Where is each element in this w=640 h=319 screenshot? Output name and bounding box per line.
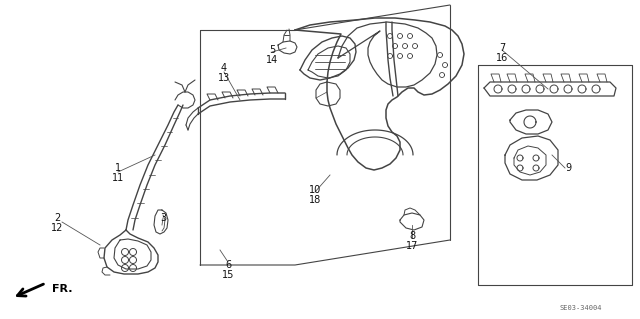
Text: 17: 17 xyxy=(406,241,418,251)
Text: 2: 2 xyxy=(54,213,60,223)
Text: 12: 12 xyxy=(51,223,63,233)
Text: 16: 16 xyxy=(496,53,508,63)
Text: 4: 4 xyxy=(221,63,227,73)
Text: 18: 18 xyxy=(309,195,321,205)
Text: 15: 15 xyxy=(222,270,234,280)
Text: 13: 13 xyxy=(218,73,230,83)
Text: 10: 10 xyxy=(309,185,321,195)
Text: FR.: FR. xyxy=(52,284,72,294)
Text: 8: 8 xyxy=(409,231,415,241)
Text: 7: 7 xyxy=(499,43,505,53)
Text: 6: 6 xyxy=(225,260,231,270)
Text: 11: 11 xyxy=(112,173,124,183)
Text: 14: 14 xyxy=(266,55,278,65)
Text: SE03-34004: SE03-34004 xyxy=(560,305,602,311)
Text: 5: 5 xyxy=(269,45,275,55)
Text: 1: 1 xyxy=(115,163,121,173)
Text: 3: 3 xyxy=(160,213,166,223)
Text: 9: 9 xyxy=(565,163,571,173)
